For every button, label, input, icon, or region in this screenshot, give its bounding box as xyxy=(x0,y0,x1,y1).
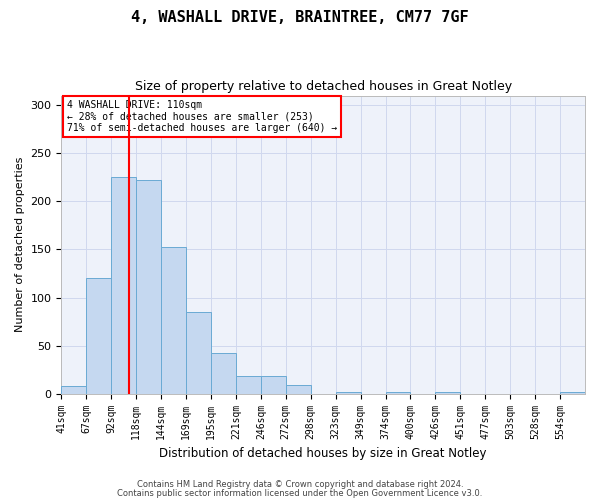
Bar xyxy=(560,392,585,394)
Bar xyxy=(386,392,410,394)
Bar xyxy=(61,386,86,394)
Bar xyxy=(335,392,361,394)
Bar xyxy=(261,376,286,394)
Bar xyxy=(236,376,261,394)
Bar xyxy=(86,278,111,394)
Text: Contains public sector information licensed under the Open Government Licence v3: Contains public sector information licen… xyxy=(118,489,482,498)
Title: Size of property relative to detached houses in Great Notley: Size of property relative to detached ho… xyxy=(134,80,512,93)
Text: 4, WASHALL DRIVE, BRAINTREE, CM77 7GF: 4, WASHALL DRIVE, BRAINTREE, CM77 7GF xyxy=(131,10,469,25)
Bar xyxy=(161,246,186,394)
Bar xyxy=(136,180,161,394)
X-axis label: Distribution of detached houses by size in Great Notley: Distribution of detached houses by size … xyxy=(160,447,487,460)
Bar xyxy=(211,354,236,394)
Bar xyxy=(436,392,460,394)
Bar xyxy=(186,312,211,394)
Bar xyxy=(286,385,311,394)
Y-axis label: Number of detached properties: Number of detached properties xyxy=(15,157,25,332)
Bar xyxy=(111,178,136,394)
Text: Contains HM Land Registry data © Crown copyright and database right 2024.: Contains HM Land Registry data © Crown c… xyxy=(137,480,463,489)
Text: 4 WASHALL DRIVE: 110sqm
← 28% of detached houses are smaller (253)
71% of semi-d: 4 WASHALL DRIVE: 110sqm ← 28% of detache… xyxy=(67,100,337,133)
